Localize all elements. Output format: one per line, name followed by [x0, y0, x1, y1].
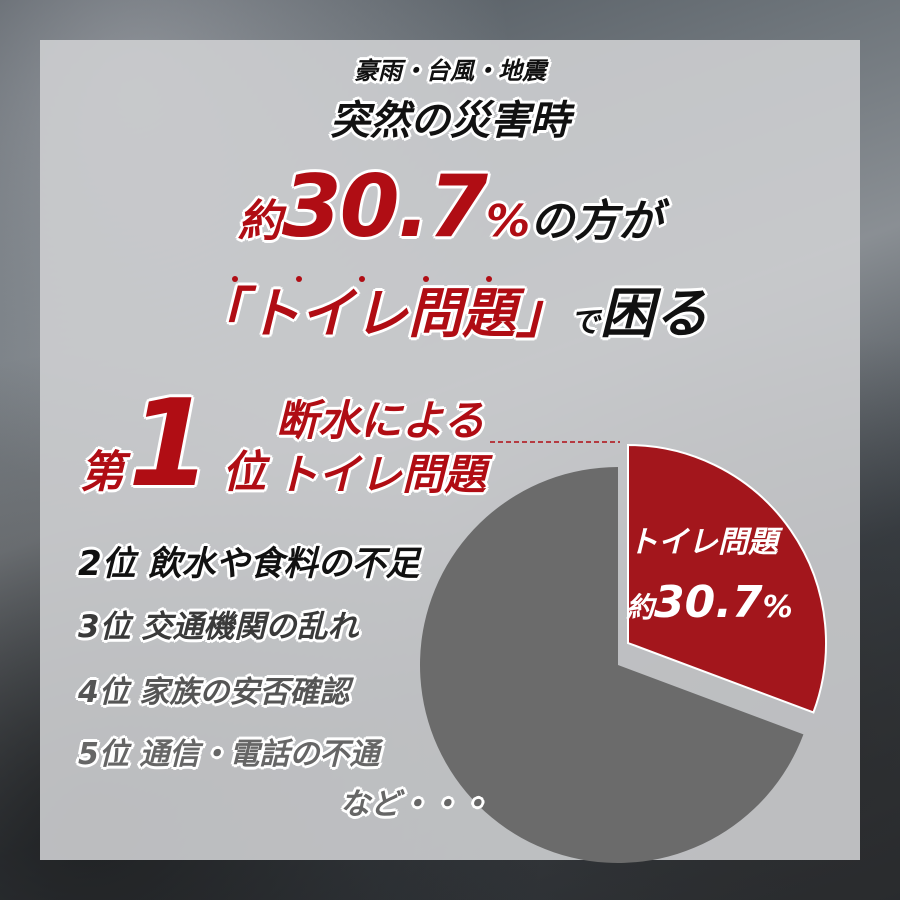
- rank-number: 3位: [78, 609, 131, 645]
- rank1-line1: 断水による: [276, 396, 485, 445]
- headline-percent: 約30.7%の方が: [0, 160, 900, 255]
- rank1-prefix: 第: [80, 447, 124, 498]
- rank-number: 4位: [78, 675, 129, 710]
- pie-label-prefix: 約: [626, 591, 655, 624]
- rank-etc: など・・・: [340, 787, 490, 822]
- headline-approx: 約: [237, 196, 282, 247]
- pie-slice-toilet: [627, 443, 827, 714]
- rank-label: 通信・電話の不通: [139, 737, 380, 772]
- rank-label: 交通機関の乱れ: [141, 609, 359, 645]
- rank-number: 2位: [78, 544, 136, 584]
- rank-item: 5位 通信・電話の不通: [78, 737, 380, 773]
- bracket-open: 「: [192, 282, 246, 345]
- rank-item: 2位 飲水や食料の不足: [78, 544, 420, 584]
- headline-number: 30.7: [281, 157, 488, 257]
- pie-label-value: 約30.7%: [626, 577, 793, 629]
- pie-label-title: トイレ問題: [628, 525, 778, 560]
- emphasis-dots: [232, 276, 492, 282]
- headline-sudden: 突然の災害時: [330, 98, 570, 144]
- rank-number: 5位: [78, 737, 129, 772]
- trouble-text: 困る: [600, 282, 708, 345]
- rank-label: 飲水や食料の不足: [147, 544, 420, 584]
- headline-toilet: 「トイレ問題」で困る: [0, 284, 900, 343]
- headline-percent-sign: %: [486, 196, 531, 247]
- rank1-line2: トイレ問題: [276, 450, 487, 499]
- pie-slice-other: [420, 467, 804, 863]
- headline-people: の方が: [530, 196, 663, 247]
- rank-label: 家族の安否確認: [139, 675, 350, 710]
- rank1-number: 1: [128, 375, 212, 514]
- pie-label-unit: %: [762, 590, 793, 625]
- rank1-suffix: 位: [222, 447, 266, 498]
- rank-item: 4位 家族の安否確認: [78, 675, 350, 711]
- particle-de: で: [570, 305, 600, 340]
- bracket-close: 」: [516, 282, 570, 345]
- pie-label-number: 30.7: [654, 577, 763, 628]
- rank-item: 3位 交通機関の乱れ: [78, 609, 359, 646]
- headline-disasters: 豪雨・台風・地震: [354, 57, 546, 85]
- toilet-problem-text: トイレ問題: [246, 282, 516, 345]
